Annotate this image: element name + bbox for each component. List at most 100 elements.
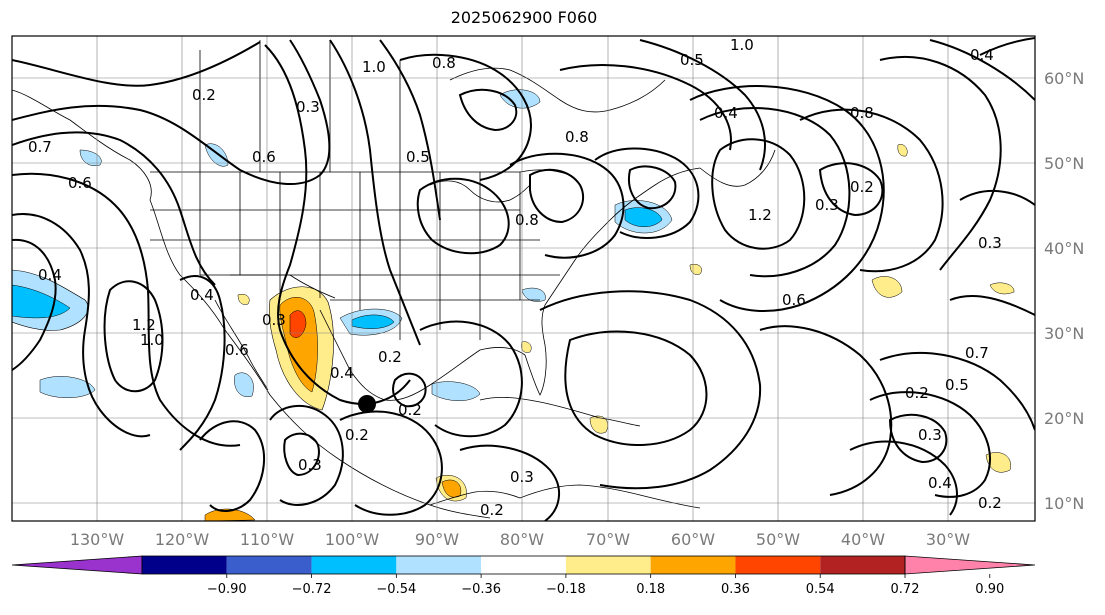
lon-label: 110°W xyxy=(240,530,295,549)
contour xyxy=(379,39,441,221)
contour-label: 0.4 xyxy=(38,266,62,284)
contour xyxy=(459,444,561,521)
colorbar-tick-label: −0.36 xyxy=(461,582,501,597)
shade-negative-pacific xyxy=(39,376,96,398)
contour-label: 0.2 xyxy=(378,348,402,366)
contour-label: 0.6 xyxy=(68,174,92,192)
shade-positive-small2 xyxy=(897,144,908,157)
lon-label: 80°W xyxy=(500,530,544,549)
contour xyxy=(509,152,625,259)
contour xyxy=(628,165,677,210)
map-title: 2025062900 F060 xyxy=(450,8,598,27)
colorbar-tick-label: 0.54 xyxy=(806,582,835,597)
contour xyxy=(529,168,585,224)
coast-alaska xyxy=(12,89,152,201)
contour-label: 1.2 xyxy=(748,206,772,224)
colorbar-tick-label: 0.36 xyxy=(721,582,750,597)
colorbar-segment xyxy=(650,556,736,574)
contour-label: 0.6 xyxy=(782,291,806,309)
contour xyxy=(12,39,331,186)
contour-label: 0.8 xyxy=(432,54,456,72)
colorbar-segment xyxy=(481,556,566,574)
colorbar-tick-label: −0.72 xyxy=(292,582,332,597)
coast-florida xyxy=(524,304,547,396)
shade-negative-east xyxy=(521,287,546,302)
shade-positive-small3 xyxy=(237,294,250,305)
contour-label: 0.8 xyxy=(850,104,874,122)
lon-label: 130°W xyxy=(70,530,125,549)
lat-label: 40°N xyxy=(1044,239,1084,258)
state-lines-2 xyxy=(150,209,560,301)
contour-label: 0.3 xyxy=(262,311,286,329)
gridlines-layer xyxy=(12,36,1035,521)
contour-label: 0.7 xyxy=(965,344,989,362)
shade-positive-atl1 xyxy=(871,276,903,298)
contour xyxy=(419,320,523,438)
contour xyxy=(888,413,948,464)
shade-negative-mexico xyxy=(234,372,254,398)
colorbar-segment xyxy=(735,556,821,574)
contours-layer xyxy=(12,37,1035,521)
contour-label: 0.2 xyxy=(480,501,504,519)
contour xyxy=(818,162,884,217)
contour-label: 0.8 xyxy=(515,211,539,229)
contour-label: 0.6 xyxy=(225,341,249,359)
colorbar-extension-high xyxy=(904,555,1036,575)
contour-label: 0.5 xyxy=(680,51,704,69)
shade-positive-atl3 xyxy=(989,282,1015,295)
contour-label: 0.2 xyxy=(345,426,369,444)
lon-label: 100°W xyxy=(325,530,380,549)
contour xyxy=(564,330,708,447)
contour xyxy=(283,432,320,477)
shade-negative-carib xyxy=(431,381,481,401)
contour xyxy=(264,44,411,405)
contour-label: 0.7 xyxy=(28,138,52,156)
contour-label: 0.8 xyxy=(565,128,589,146)
contour-label: 0.2 xyxy=(192,86,216,104)
shade-negative-gulf-core xyxy=(351,314,395,329)
lon-labels: 130°W 120°W 110°W 100°W 90°W 80°W 70°W 6… xyxy=(70,530,970,549)
contour xyxy=(12,41,261,87)
lat-label: 50°N xyxy=(1044,154,1084,173)
lat-label: 20°N xyxy=(1044,409,1084,428)
contour xyxy=(869,391,991,498)
colorbar-segment xyxy=(311,556,397,574)
colorbar-segment xyxy=(565,556,651,574)
state-lines-1 xyxy=(199,172,521,340)
colorbar-tick-label: −0.54 xyxy=(376,582,416,597)
colorbar: −0.90 −0.72 −0.54 −0.36 −0.18 0.18 0.36 0.54 0.7… xyxy=(11,555,1036,597)
shade-negative-canadaeast-core xyxy=(624,207,663,227)
contour xyxy=(416,177,510,255)
contour xyxy=(12,131,216,286)
contour xyxy=(392,372,427,408)
contour-label: 0.6 xyxy=(252,148,276,166)
contour-labels-layer: 0.2 0.3 1.0 0.8 0.5 0.6 0.4 0.7 1.2 0.3 … xyxy=(28,36,1002,519)
lat-labels: 60°N 50°N 40°N 30°N 20°N 10°N xyxy=(1044,69,1084,513)
colorbar-tick-label: 0.18 xyxy=(636,582,665,597)
colorbar-tick-label: −0.90 xyxy=(207,582,247,597)
map-frame xyxy=(11,35,1036,522)
contour-label: 0.2 xyxy=(905,384,929,402)
contour xyxy=(559,64,732,151)
contour xyxy=(199,420,266,512)
contour xyxy=(699,107,851,278)
contour-label: 0.4 xyxy=(190,286,214,304)
contour xyxy=(711,138,806,250)
storm-center-marker xyxy=(358,395,376,413)
shade-negative-nwcanada xyxy=(79,149,102,166)
contour-label: 0.3 xyxy=(978,234,1002,252)
contour xyxy=(339,410,443,516)
contour-label: 0.4 xyxy=(330,364,354,382)
lon-label: 60°W xyxy=(671,530,715,549)
lon-label: 90°W xyxy=(415,530,459,549)
contour xyxy=(12,238,57,371)
contour-label: 1.0 xyxy=(140,331,164,349)
coast-baja xyxy=(214,299,269,391)
map-area: 0.2 0.3 1.0 0.8 0.5 0.6 0.4 0.7 1.2 0.3 … xyxy=(12,36,1035,521)
contour-label: 0.2 xyxy=(850,178,874,196)
contour-label: 0.4 xyxy=(970,46,994,64)
contour-label: 0.4 xyxy=(928,474,952,492)
contour xyxy=(949,294,1035,316)
contour-label: 0.3 xyxy=(510,468,534,486)
contour-label: 1.2 xyxy=(132,316,156,334)
